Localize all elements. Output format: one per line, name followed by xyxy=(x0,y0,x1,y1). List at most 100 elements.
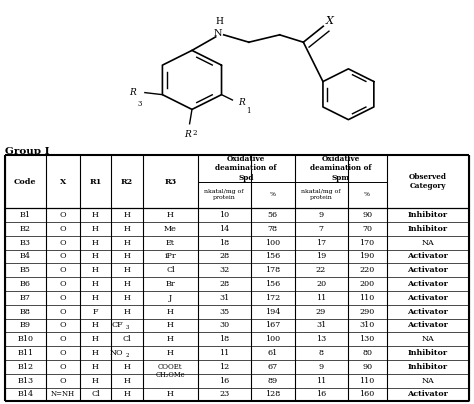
Text: 19: 19 xyxy=(316,252,326,261)
Text: NA: NA xyxy=(421,239,434,246)
Text: 70: 70 xyxy=(362,225,372,233)
Text: H: H xyxy=(123,363,130,371)
Text: H: H xyxy=(92,225,99,233)
Text: H: H xyxy=(92,349,99,357)
Text: %: % xyxy=(364,192,370,197)
Text: B2: B2 xyxy=(20,225,31,233)
Text: 9: 9 xyxy=(319,363,324,371)
Text: 31: 31 xyxy=(316,322,326,329)
Text: 194: 194 xyxy=(265,307,281,316)
Text: 80: 80 xyxy=(362,349,372,357)
Text: 110: 110 xyxy=(359,377,374,385)
Text: Activator: Activator xyxy=(408,252,448,261)
Text: O: O xyxy=(60,225,66,233)
Text: Activator: Activator xyxy=(408,322,448,329)
Text: 11: 11 xyxy=(219,349,229,357)
Text: 11: 11 xyxy=(316,294,326,302)
Text: N: N xyxy=(214,29,222,38)
Text: iPr: iPr xyxy=(164,252,176,261)
Text: O: O xyxy=(60,252,66,261)
Text: Activator: Activator xyxy=(408,266,448,274)
Text: J: J xyxy=(169,294,172,302)
Text: H: H xyxy=(92,335,99,343)
Text: 3: 3 xyxy=(126,325,129,330)
Text: 290: 290 xyxy=(359,307,374,316)
Text: H: H xyxy=(167,211,174,219)
Text: 61: 61 xyxy=(268,349,278,357)
Text: H: H xyxy=(123,377,130,385)
Text: H: H xyxy=(123,252,130,261)
Text: Inhibitor: Inhibitor xyxy=(408,211,448,219)
Text: 200: 200 xyxy=(359,280,374,288)
Text: 78: 78 xyxy=(268,225,278,233)
Text: B13: B13 xyxy=(17,377,33,385)
Text: 110: 110 xyxy=(359,294,374,302)
Text: 130: 130 xyxy=(359,335,374,343)
Text: H: H xyxy=(123,239,130,246)
Text: H: H xyxy=(167,391,174,398)
Text: O: O xyxy=(60,280,66,288)
Text: H: H xyxy=(92,280,99,288)
Text: 13: 13 xyxy=(316,335,326,343)
Text: 35: 35 xyxy=(219,307,229,316)
Text: R2: R2 xyxy=(121,178,133,185)
Text: O: O xyxy=(60,349,66,357)
Text: H: H xyxy=(92,363,99,371)
Text: 220: 220 xyxy=(359,266,374,274)
Text: 32: 32 xyxy=(219,266,229,274)
Text: X: X xyxy=(326,16,333,26)
Text: H: H xyxy=(92,211,99,219)
Text: 16: 16 xyxy=(219,377,229,385)
Text: B3: B3 xyxy=(20,239,31,246)
Text: H: H xyxy=(123,225,130,233)
Text: O: O xyxy=(60,322,66,329)
Text: 170: 170 xyxy=(359,239,374,246)
Text: Group I: Group I xyxy=(5,147,49,156)
Text: nkatal/mg of
protein: nkatal/mg of protein xyxy=(204,189,244,200)
Text: Activator: Activator xyxy=(408,280,448,288)
Text: 67: 67 xyxy=(268,363,278,371)
Text: O: O xyxy=(60,239,66,246)
Text: 2: 2 xyxy=(193,128,197,137)
Text: 22: 22 xyxy=(316,266,326,274)
Text: 8: 8 xyxy=(319,349,324,357)
Text: 160: 160 xyxy=(359,391,374,398)
Text: N=NH: N=NH xyxy=(51,391,75,398)
Text: Cl: Cl xyxy=(91,391,100,398)
Text: CF: CF xyxy=(111,322,123,329)
Text: H: H xyxy=(123,211,130,219)
Text: 156: 156 xyxy=(265,252,281,261)
Text: H: H xyxy=(123,280,130,288)
Text: R1: R1 xyxy=(89,178,101,185)
Text: Activator: Activator xyxy=(408,307,448,316)
Text: O: O xyxy=(60,363,66,371)
Text: 100: 100 xyxy=(265,239,280,246)
Text: B4: B4 xyxy=(20,252,31,261)
Text: nkatal/mg of
protein: nkatal/mg of protein xyxy=(301,189,341,200)
Text: F: F xyxy=(92,307,98,316)
Text: 89: 89 xyxy=(268,377,278,385)
Text: H: H xyxy=(123,266,130,274)
Text: 90: 90 xyxy=(362,211,372,219)
Text: 28: 28 xyxy=(219,280,229,288)
Text: Inhibitor: Inhibitor xyxy=(408,363,448,371)
Text: R: R xyxy=(129,88,137,97)
Text: O: O xyxy=(60,211,66,219)
Text: COOEt: COOEt xyxy=(158,363,182,371)
Text: Et: Et xyxy=(166,239,175,246)
Text: B14: B14 xyxy=(17,391,33,398)
Text: H: H xyxy=(123,307,130,316)
Text: Inhibitor: Inhibitor xyxy=(408,349,448,357)
Text: 10: 10 xyxy=(219,211,229,219)
Text: H: H xyxy=(123,294,130,302)
Text: B5: B5 xyxy=(20,266,31,274)
Text: Cl: Cl xyxy=(123,335,131,343)
Text: H: H xyxy=(92,377,99,385)
Text: Inhibitor: Inhibitor xyxy=(408,225,448,233)
Text: 3: 3 xyxy=(137,100,142,108)
Text: 190: 190 xyxy=(359,252,374,261)
Text: B12: B12 xyxy=(17,363,33,371)
Text: 90: 90 xyxy=(362,363,372,371)
Text: Activator: Activator xyxy=(408,391,448,398)
Text: R: R xyxy=(238,97,245,107)
